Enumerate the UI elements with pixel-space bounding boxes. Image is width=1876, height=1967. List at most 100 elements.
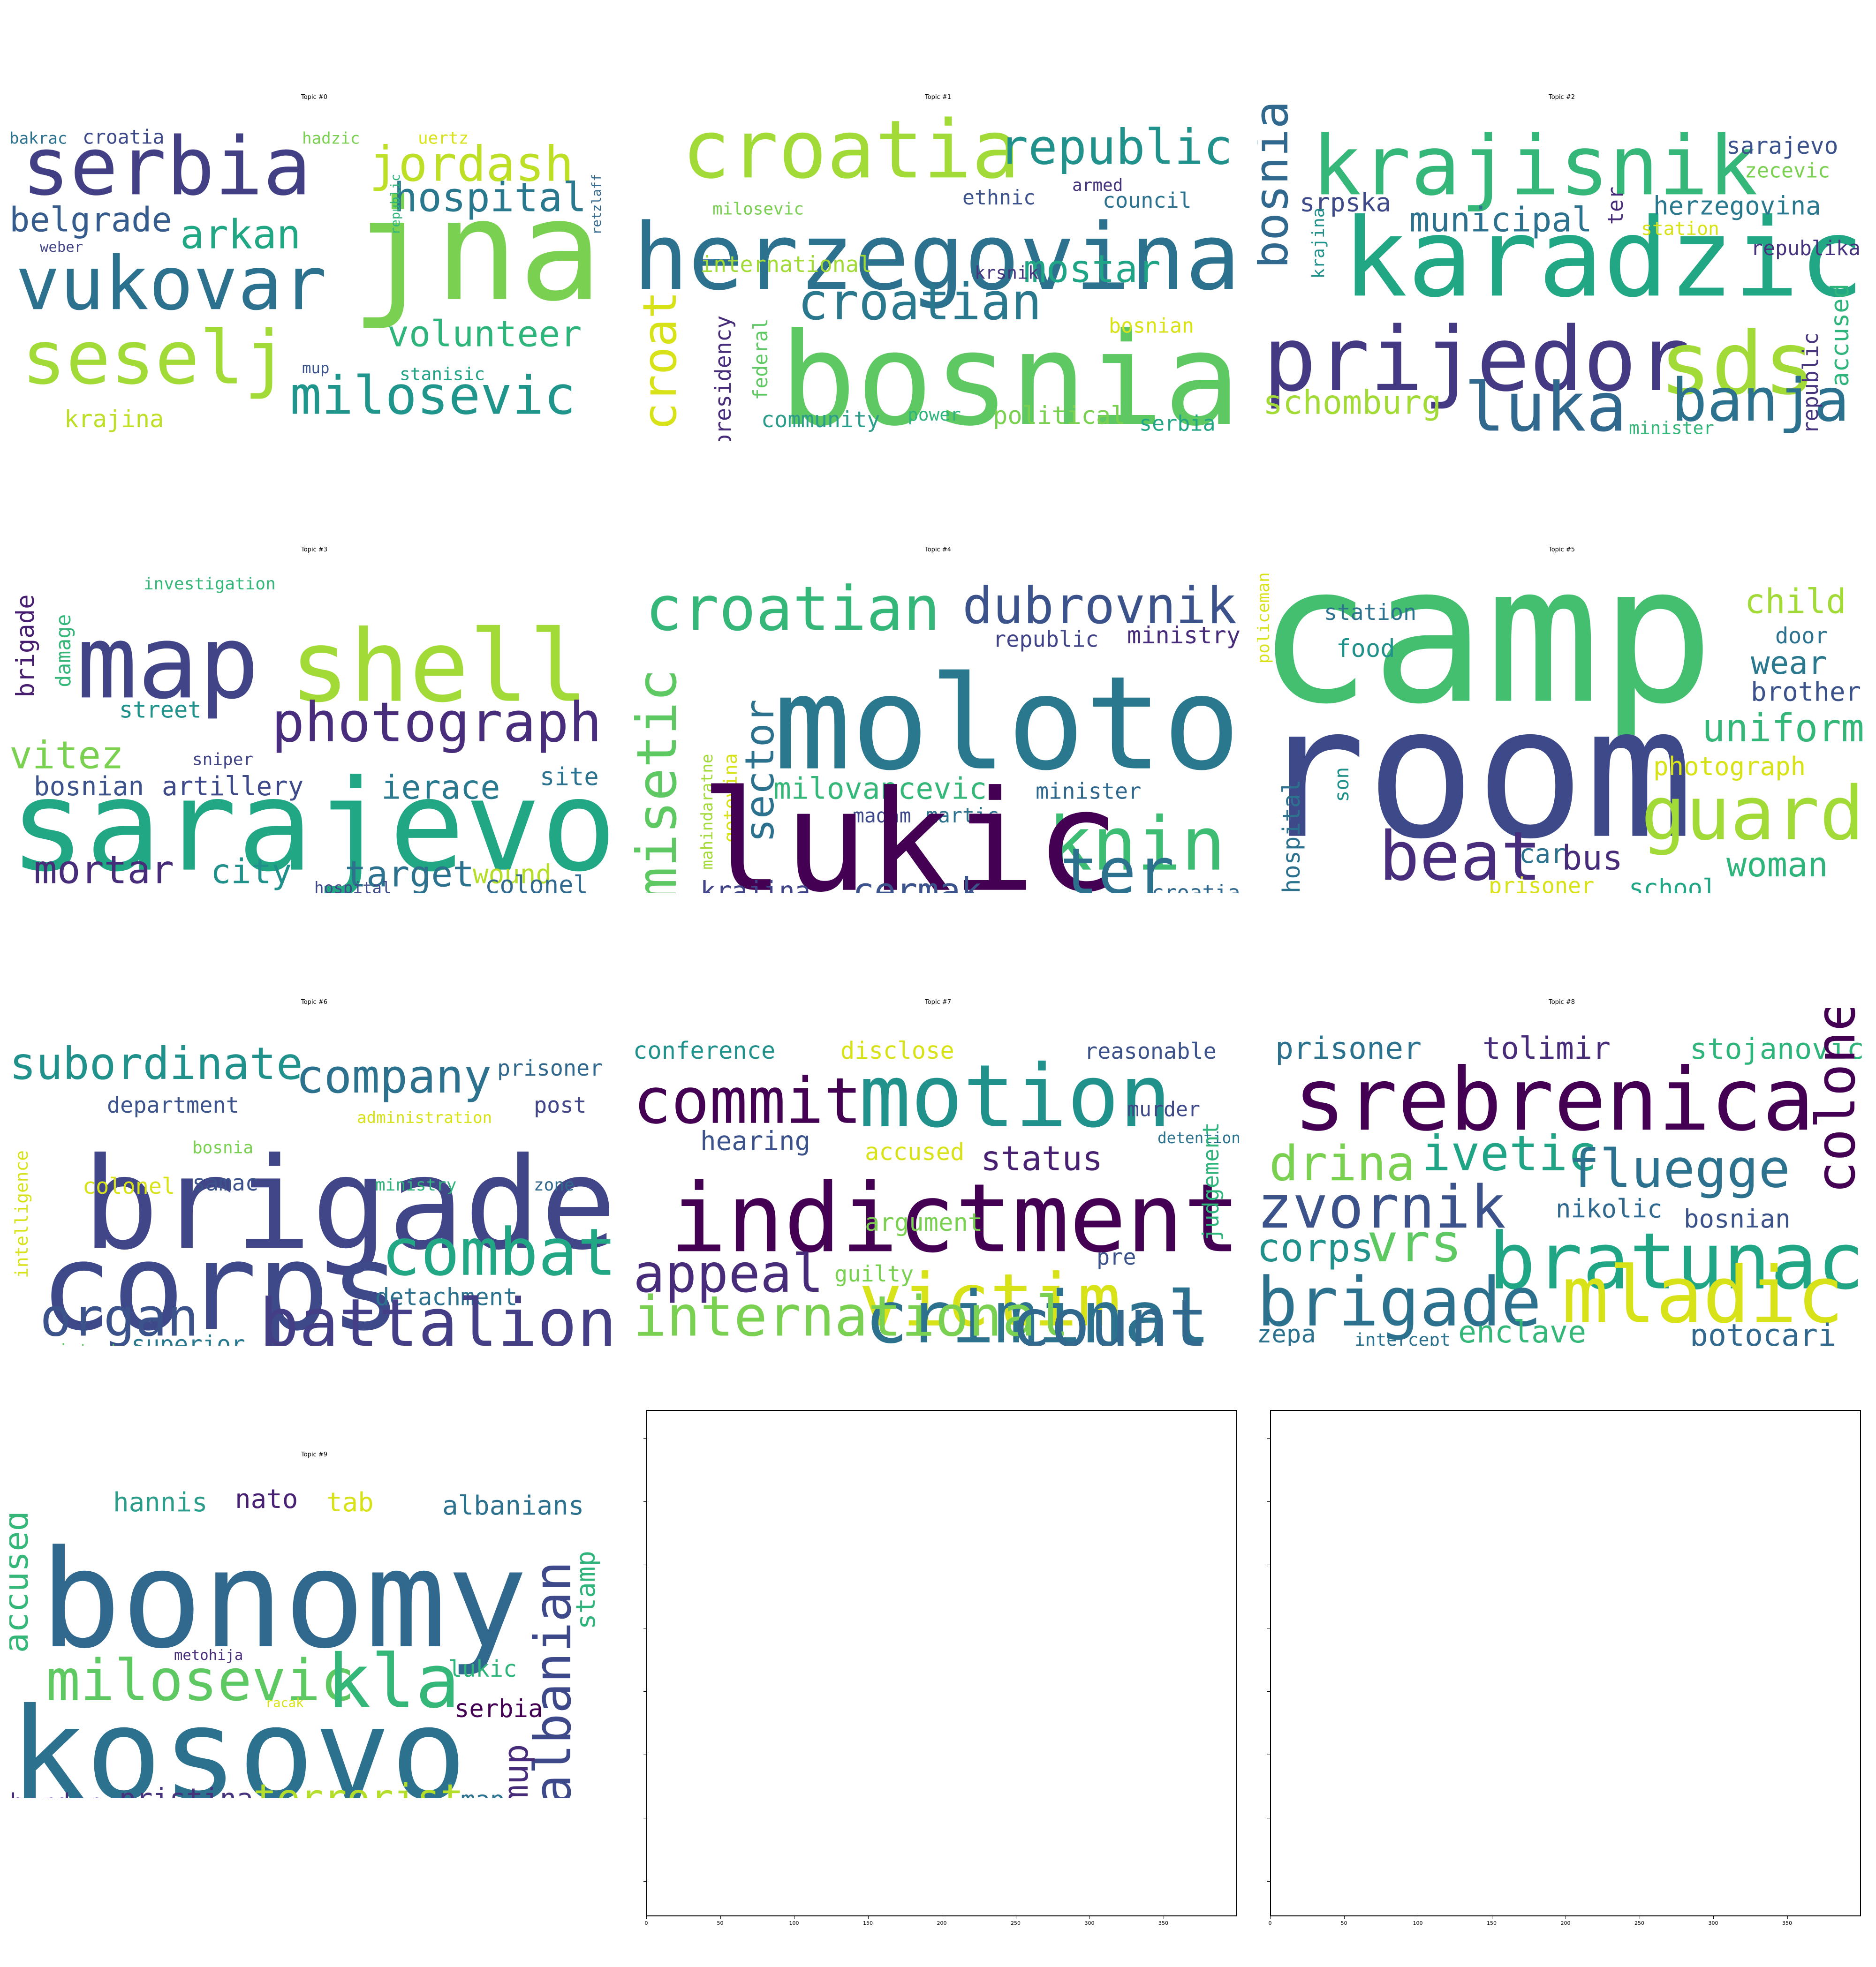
word-srebrenica: srebrenica — [1294, 1049, 1815, 1150]
word-gotovina: gotovina — [720, 753, 741, 843]
topic-panel-7: Topic #7 conference disclose reasonable comm… — [633, 999, 1243, 1364]
word-power: power — [908, 404, 961, 425]
word-argument: argument — [865, 1209, 983, 1237]
word-son: son — [1331, 767, 1353, 802]
word-potocari: potocari — [1690, 1318, 1836, 1346]
panel-title: Topic #4 — [925, 546, 951, 553]
word-lukic: lukic — [700, 761, 1120, 893]
word-murder: murder — [1127, 1098, 1200, 1121]
x-tick-mark — [868, 1916, 869, 1919]
word-brigade: brigade — [1257, 1263, 1542, 1341]
word-car: car — [1519, 839, 1566, 869]
word-station: station — [1641, 218, 1719, 240]
word-prisoner: prisoner — [497, 1056, 603, 1081]
word-jordash: jordash — [369, 136, 574, 193]
word-hannis: hannis — [113, 1487, 208, 1518]
word-croatia: croatia — [682, 103, 1020, 196]
panel-title: Topic #0 — [301, 94, 327, 101]
word-commit: commit — [633, 1064, 862, 1138]
word-station: station — [1324, 600, 1416, 626]
word-martic: martic — [926, 804, 999, 828]
topic-panel-6: Topic #6 subordinate company prisoner depart… — [9, 999, 619, 1364]
word-ethnic: ethnic — [962, 186, 1036, 210]
word-zone: zone — [534, 1176, 575, 1195]
word-seselj: seselj — [22, 316, 288, 401]
word-woman: woman — [1726, 845, 1828, 884]
word-intelligence: intelligence — [11, 1150, 32, 1278]
word-room: room — [1257, 668, 1694, 879]
word-hadzic: hadzic — [302, 129, 360, 148]
word-milosevic: milosevic — [46, 1647, 355, 1714]
word-border: border — [9, 1788, 101, 1798]
word-appeal: appeal — [633, 1243, 824, 1304]
word-assistant: assistant — [28, 1341, 119, 1346]
word-accused: accused — [9, 1511, 36, 1653]
topic-panel-5: Topic #5 camp room child policeman station doo… — [1257, 546, 1867, 912]
word-investigation: investigation — [144, 574, 276, 594]
word-cloud: map shell photograph sarajevo brigade damage i… — [9, 556, 619, 893]
word-accused: accused — [1826, 284, 1854, 387]
word-battalion: battalion — [259, 1285, 617, 1346]
x-tick-label: 50 — [717, 1920, 724, 1926]
word-cloud: conference disclose reasonable commit motion… — [633, 1008, 1243, 1346]
panel-title: Topic #6 — [301, 999, 327, 1006]
word-bratunac: bratunac — [1489, 1217, 1864, 1307]
word-subordinate: subordinate — [9, 1038, 303, 1090]
word-brigade: brigade — [12, 594, 40, 697]
word-tolimir: tolimir — [1483, 1031, 1611, 1066]
word-bakrac: bakrac — [9, 129, 68, 148]
word-knin: knin — [1048, 802, 1225, 888]
word-hearing: hearing — [700, 1126, 810, 1156]
word-volunteer: volunteer — [387, 313, 582, 355]
word-madam: madam — [853, 805, 911, 827]
word-post: post — [534, 1093, 587, 1118]
word-photograph: photograph — [1653, 752, 1806, 781]
x-tick-label: 250 — [1634, 1920, 1644, 1926]
word-wound: wound — [473, 859, 552, 889]
empty-axes: 0 50 100 150 200 250 300 350 — [1267, 1410, 1861, 1926]
word-cloud-svg: accused hannis nato tab albanians stamp bonomy… — [9, 1484, 601, 1798]
panel-title: Topic #5 — [1549, 546, 1575, 553]
word-armed: armed — [1072, 176, 1123, 195]
x-tick-label: 150 — [863, 1920, 873, 1926]
word-sniper: sniper — [192, 750, 253, 769]
panel-title: Topic #1 — [925, 94, 951, 101]
word-door: door — [1775, 624, 1828, 649]
word-kosovo: kosovo — [9, 1681, 467, 1798]
word-count: count — [1011, 1285, 1208, 1346]
topic-panel-8: Topic #8 prisoner tolimir stojanovic srebren… — [1257, 999, 1867, 1364]
word-cloud: camp room child policeman station door food wea… — [1257, 556, 1867, 893]
word-srpska: srpska — [1300, 188, 1391, 217]
word-serbia: serbia — [22, 120, 311, 213]
word-bosnian: bosnian — [1109, 315, 1194, 338]
x-tick-mark — [1344, 1916, 1345, 1919]
empty-axes: 0 50 100 150 200 250 300 350 — [643, 1410, 1237, 1926]
word-conference: conference — [633, 1037, 775, 1064]
word-status: status — [981, 1139, 1103, 1178]
topic-panel-10: 0 50 100 150 200 250 300 350 — [633, 1410, 1243, 1967]
word-zvornik: zvornik — [1257, 1173, 1506, 1242]
word-pre: pre — [1097, 1245, 1136, 1270]
word-milosevic: milosevic — [712, 200, 804, 219]
word-detachment: detachment — [375, 1283, 517, 1311]
word-krajisnik: krajisnik — [1312, 118, 1758, 214]
word-minister: minister — [1036, 779, 1141, 804]
word-guard: guard — [1641, 771, 1864, 857]
x-tick-label: 150 — [1487, 1920, 1497, 1926]
x-tick-label: 300 — [1084, 1920, 1095, 1926]
x-tick-label: 300 — [1708, 1920, 1718, 1926]
word-company: company — [296, 1050, 492, 1104]
word-ter: ter — [1603, 187, 1628, 225]
word-artillery: artillery — [162, 771, 303, 802]
word-bosnian: bosnian — [1684, 1204, 1791, 1234]
topic-panel-1: Topic #1 croatia republic herzegovina bosnia… — [633, 94, 1243, 460]
word-damage: damage — [52, 614, 76, 687]
word-ivetic: ivetic — [1422, 1126, 1597, 1182]
word-bosnia: bosnia — [1257, 103, 1299, 269]
x-tick-mark — [1713, 1916, 1714, 1919]
word-drina: drina — [1269, 1136, 1415, 1192]
